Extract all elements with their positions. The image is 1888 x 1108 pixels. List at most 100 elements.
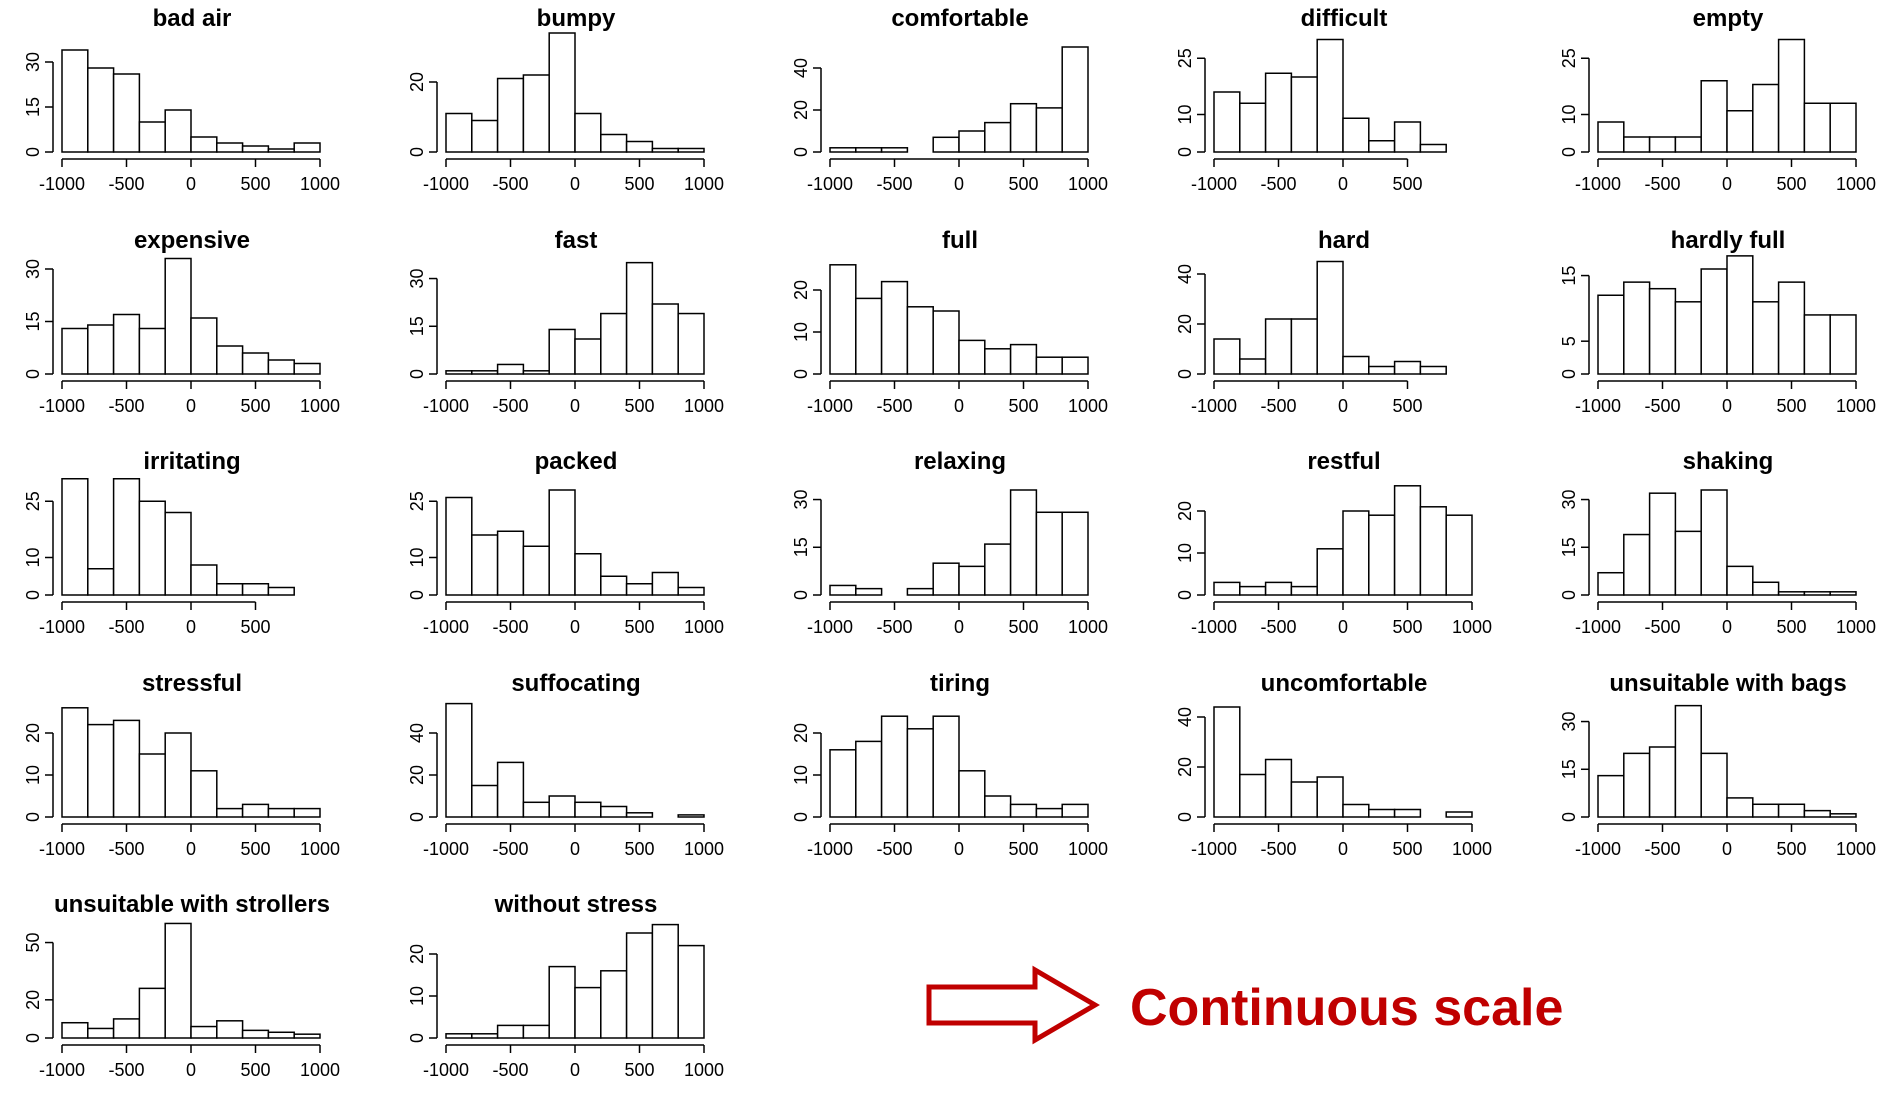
histogram-bar bbox=[1674, 136, 1702, 153]
x-tick-label: 1000 bbox=[300, 1060, 340, 1080]
histogram-bar bbox=[958, 769, 986, 818]
x-tick-label: 1000 bbox=[1452, 839, 1492, 859]
histogram-bar bbox=[471, 1033, 499, 1040]
histogram-bar bbox=[932, 136, 960, 153]
panel-title: empty bbox=[1693, 5, 1764, 32]
x-tick-label: -1000 bbox=[807, 617, 853, 637]
x-tick-label: 0 bbox=[1338, 396, 1348, 416]
histogram-bar bbox=[1264, 581, 1293, 596]
y-tick-label: 20 bbox=[1175, 314, 1195, 334]
x-tick-label: 0 bbox=[1338, 617, 1348, 637]
histogram-bar bbox=[1316, 38, 1344, 153]
histogram-panel: stressful -1000 -500 0 500 1000 0 10 20 bbox=[23, 670, 340, 859]
y-tick-label: 0 bbox=[791, 812, 811, 822]
histogram-bar bbox=[600, 575, 628, 596]
histogram-bar bbox=[190, 769, 218, 818]
y-tick-label: 0 bbox=[1559, 590, 1579, 600]
histogram-bar bbox=[1316, 776, 1344, 818]
panel-title: fast bbox=[555, 227, 598, 254]
x-tick-label: -1000 bbox=[423, 1060, 469, 1080]
x-tick-label: -1000 bbox=[1575, 396, 1621, 416]
histogram-bar bbox=[61, 1022, 89, 1040]
y-tick-label: 10 bbox=[1559, 104, 1579, 124]
histogram-bar bbox=[1213, 91, 1241, 153]
x-tick-label: -1000 bbox=[39, 839, 85, 859]
histogram-bar bbox=[164, 109, 192, 153]
x-tick-label: 0 bbox=[570, 839, 580, 859]
x-tick-label: -500 bbox=[1644, 839, 1680, 859]
histogram-bar bbox=[87, 67, 115, 153]
x-tick-label: 1000 bbox=[1068, 617, 1108, 637]
histogram-bar bbox=[445, 496, 473, 596]
histogram-bar bbox=[293, 1033, 321, 1040]
x-tick-label: 1000 bbox=[684, 839, 724, 859]
histogram-bar bbox=[1623, 136, 1651, 153]
histogram-bar bbox=[267, 148, 295, 153]
histogram-bar bbox=[1393, 485, 1422, 596]
histogram-bar bbox=[241, 583, 270, 596]
histogram-bar bbox=[1316, 548, 1344, 596]
histogram-bar bbox=[1213, 581, 1241, 596]
x-tick-label: 500 bbox=[1008, 396, 1038, 416]
panel-title: difficult bbox=[1301, 5, 1388, 32]
histogram-bar bbox=[1061, 356, 1089, 375]
histogram-bar bbox=[216, 583, 244, 596]
histogram-bar bbox=[906, 305, 934, 375]
panel-title: hard bbox=[1318, 227, 1370, 254]
x-tick-label: -500 bbox=[1644, 396, 1680, 416]
histogram-panel: unsuitable with bags -1000 -500 0 500 1000 0 15… bbox=[1559, 670, 1876, 859]
panel-title: bad air bbox=[153, 5, 232, 32]
histogram-bar bbox=[548, 795, 576, 818]
histogram-bar bbox=[1061, 511, 1089, 596]
x-tick-label: -500 bbox=[492, 396, 528, 416]
x-tick-label: 500 bbox=[624, 396, 654, 416]
y-tick-label: 0 bbox=[407, 1033, 427, 1043]
x-tick-label: 0 bbox=[954, 617, 964, 637]
histogram-panel: fast -1000 -500 0 500 1000 0 15 30 bbox=[407, 227, 724, 416]
x-tick-label: 0 bbox=[1722, 839, 1732, 859]
x-tick-label: -500 bbox=[108, 1060, 144, 1080]
x-tick-label: 0 bbox=[1338, 174, 1348, 194]
histogram-bar bbox=[267, 586, 295, 596]
histogram-bar bbox=[138, 988, 166, 1040]
y-tick-label: 30 bbox=[1559, 711, 1579, 731]
y-tick-label: 20 bbox=[1175, 501, 1195, 521]
x-tick-label: 1000 bbox=[1452, 617, 1492, 637]
histogram-bar bbox=[906, 727, 934, 818]
histogram-bar bbox=[87, 568, 115, 596]
histogram-bar bbox=[600, 133, 628, 153]
histogram-bar bbox=[1597, 294, 1625, 375]
histogram-bar bbox=[625, 811, 654, 818]
histogram-bar bbox=[1316, 260, 1344, 375]
histogram-bar bbox=[932, 562, 960, 596]
histogram-bar bbox=[522, 74, 550, 153]
annotation-label: Continuous scale bbox=[1130, 979, 1564, 1037]
x-tick-label: 500 bbox=[624, 839, 654, 859]
histogram-bar bbox=[471, 369, 499, 375]
histogram-panel: suffocating -1000 -500 0 500 1000 0 20 40 bbox=[407, 670, 724, 859]
x-tick-label: -500 bbox=[492, 1060, 528, 1080]
x-tick-label: -1000 bbox=[39, 617, 85, 637]
histogram-bar bbox=[87, 1028, 115, 1040]
histogram-bar bbox=[1648, 287, 1677, 375]
x-tick-label: 1000 bbox=[1068, 396, 1108, 416]
histogram-bar bbox=[984, 121, 1012, 153]
y-tick-label: 25 bbox=[407, 491, 427, 511]
y-tick-label: 30 bbox=[407, 268, 427, 288]
y-tick-label: 10 bbox=[407, 986, 427, 1006]
histogram-bar bbox=[1726, 110, 1754, 153]
y-tick-label: 0 bbox=[23, 147, 43, 157]
histogram-bar bbox=[574, 112, 602, 153]
x-tick-label: 0 bbox=[186, 1060, 196, 1080]
panel-title: without stress bbox=[494, 891, 658, 918]
histogram-bar bbox=[1648, 136, 1677, 153]
histogram-bar bbox=[1752, 300, 1780, 375]
y-tick-label: 15 bbox=[23, 311, 43, 331]
histogram-bar bbox=[1752, 581, 1780, 596]
histogram-bar bbox=[522, 801, 550, 818]
x-tick-label: 0 bbox=[570, 617, 580, 637]
histogram-bar bbox=[241, 803, 270, 818]
histogram-bar bbox=[677, 945, 705, 1040]
histogram-bar bbox=[548, 966, 576, 1040]
histogram-bar bbox=[190, 316, 218, 375]
